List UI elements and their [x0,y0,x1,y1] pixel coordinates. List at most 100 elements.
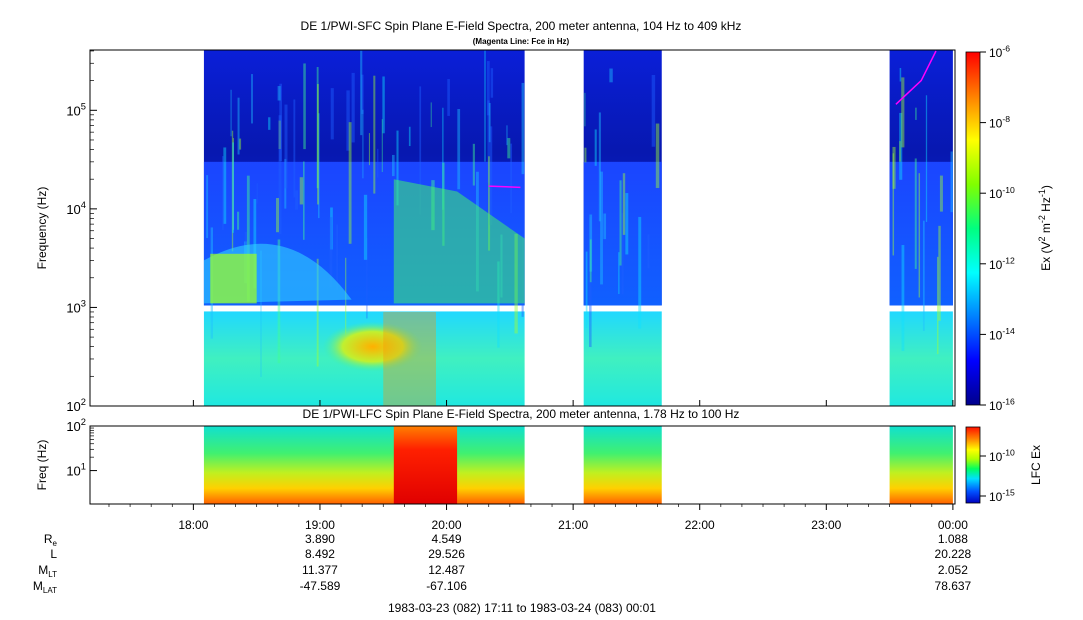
sfc-streak [619,180,622,266]
sfc-feature-low-band [210,253,257,304]
sfc-ytick-label-base: 10 [66,103,80,118]
sfc-streak [622,173,626,235]
lfc-ytick-label: 101 [66,462,86,479]
sfc-feature-hiss [393,179,525,304]
ephemeris-value: 4.549 [432,532,462,546]
sfc-ytick-label-exp: 2 [81,397,86,407]
sfc-streak [922,220,925,331]
sfc-streak [442,107,444,210]
sfc-streak [589,217,592,348]
sfc-streak [317,113,320,219]
sfc-streak [521,82,525,175]
sfc-streak [950,151,953,213]
sfc-streak [278,120,281,150]
sfc-cbar-tick-label-base: 10 [989,117,1003,131]
sfc-cbar-tick-label-base: 10 [989,328,1003,342]
lfc-ylabel: Freq (Hz) [35,440,49,491]
sfc-cbar-tick-label-base: 10 [989,187,1003,201]
sfc-ytick-label-exp: 3 [81,299,86,309]
sfc-ytick-label-base: 10 [66,202,80,217]
sfc-streak [507,138,511,159]
time-tick-label: 18:00 [178,518,208,532]
sfc-cbar-tick-label-exp: -14 [1002,326,1015,336]
sfc-ytick-label-base: 10 [66,300,80,315]
lfc-data-segment [889,426,953,504]
sfc-streak [901,245,905,351]
time-tick-label: 23:00 [811,518,841,532]
sfc-cbar-tick-label: 10-16 [989,397,1015,413]
lfc-ytick-label-exp: 1 [81,462,86,472]
sfc-streak [222,156,224,230]
sfc-cbar-tick-label: 10-10 [989,185,1015,201]
sfc-streak [276,198,279,233]
sfc-streak [594,129,597,166]
time-axis: 18:00 19:00 20:00 21:00 22:00 23:00 00:00 [108,400,968,532]
sfc-streak [336,224,339,290]
sfc-ytick-label: 105 [66,101,86,118]
sfc-streak [497,261,500,348]
sfc-cbar-tick-label-exp: -16 [1002,397,1015,407]
sfc-ytick-label: 103 [66,299,86,316]
sfc-streak [915,107,917,120]
ephemeris-value: 20.228 [935,547,972,561]
ephemeris-value: 12.487 [428,563,465,577]
lfc-ytick-label-base: 10 [66,419,80,434]
ephemeris-value: 2.052 [938,563,968,577]
lfc-ytick-label-exp: 2 [81,417,86,427]
sfc-streak [585,251,588,328]
sfc-streak [256,183,258,204]
sfc-segment-low [889,311,953,406]
sfc-streak [284,104,288,189]
sfc-streak [382,76,385,134]
sfc-streak [348,122,352,244]
sfc-streak [206,175,209,239]
sfc-streak [293,99,296,198]
sfc-streak [363,194,368,260]
sfc-cbar-tick-label: 10-14 [989,326,1015,342]
sfc-streak [925,95,928,222]
ephemeris-value: 29.526 [428,547,465,561]
sfc-segment-mid [583,161,662,306]
sfc-streak [330,207,333,250]
sfc-streak [279,83,282,161]
sfc-streak [373,75,376,194]
lfc-colorbar-label: LFC Ex [1029,445,1043,485]
ephemeris-row-label: MLAT [33,579,57,595]
time-tick-label: 19:00 [305,518,335,532]
sfc-streak [346,90,350,151]
sfc-streak [317,84,319,205]
sfc-cbar-tick-label-exp: -8 [1002,114,1010,124]
sfc-streak [295,190,299,210]
sfc-streak [330,88,334,140]
sfc-streak [647,234,650,269]
sfc-streak [246,175,250,302]
sfc-streak [361,74,364,114]
sfc-streak [918,173,921,298]
ephemeris-row-label: MLT [38,563,57,579]
ephemeris-value: 78.637 [935,579,972,593]
sfc-streak [230,89,232,137]
sfc-streak [351,72,355,143]
fce-line-segment [488,185,521,189]
sfc-ytick-label: 102 [66,397,86,414]
sfc-cbar-tick-label-base: 10 [989,258,1003,272]
sfc-streak [936,256,939,355]
sfc-streak [303,63,306,150]
sfc-streak [589,214,593,272]
sfc-streak [260,250,262,377]
sfc-streak [408,126,411,147]
sfc-feature-elf-burst [383,311,436,406]
sfc-ytick-label-exp: 5 [81,101,86,111]
sfc-streak [510,143,513,214]
sfc-data-segment [583,50,662,406]
sfc-streak [237,97,240,155]
ephemeris-value: -67.106 [426,579,467,593]
sfc-streak [598,112,601,222]
sfc-streak [377,148,379,178]
sfc-title: DE 1/PWI-SFC Spin Plane E-Field Spectra,… [301,19,742,33]
sfc-streak [600,171,603,285]
sfc-streak [638,216,642,329]
